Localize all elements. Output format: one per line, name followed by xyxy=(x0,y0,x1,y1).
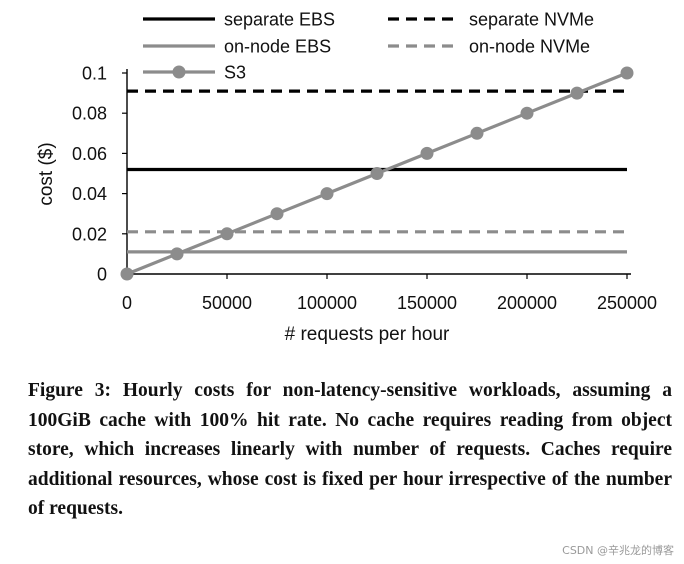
chart-legend: separate EBS separate NVMe on-node EBS on-n… xyxy=(143,10,594,83)
data-point-s3 xyxy=(520,106,534,120)
x-tick-label: 250000 xyxy=(597,293,657,313)
x-tick-label: 100000 xyxy=(297,293,357,313)
y-tick-label: 0.1 xyxy=(82,64,107,84)
watermark: CSDN @辛兆龙的博客 xyxy=(562,544,674,557)
y-tick-label: 0.06 xyxy=(72,144,107,164)
y-axis-label: cost ($) xyxy=(36,142,57,205)
data-point-s3 xyxy=(420,146,434,160)
legend-label-on-node-nvme: on-node NVMe xyxy=(469,37,590,57)
data-point-s3 xyxy=(320,187,334,201)
cost-line-chart: separate EBS separate NVMe on-node EBS on-n… xyxy=(36,10,657,346)
figure-caption: Figure 3: Hourly costs for non-latency-s… xyxy=(28,380,672,519)
data-point-s3 xyxy=(370,167,384,180)
x-tick-label: 50000 xyxy=(202,293,252,313)
x-tick-label: 200000 xyxy=(497,293,557,313)
legend-marker-s3 xyxy=(172,65,186,79)
data-point-s3 xyxy=(620,66,634,80)
data-point-s3 xyxy=(470,126,484,140)
data-point-s3 xyxy=(220,227,234,241)
x-tick-label: 150000 xyxy=(397,293,457,313)
legend-label-on-node-ebs: on-node EBS xyxy=(224,37,331,57)
y-tick-label: 0.08 xyxy=(72,104,107,124)
legend-label-s3: S3 xyxy=(224,63,246,83)
data-point-s3 xyxy=(570,86,584,100)
legend-label-separate-ebs: separate EBS xyxy=(224,10,335,30)
x-axis-label: # requests per hour xyxy=(285,324,450,345)
y-tick-label: 0.02 xyxy=(72,224,107,244)
data-point-s3 xyxy=(270,207,284,221)
chart-series xyxy=(120,66,634,281)
y-tick-label: 0.04 xyxy=(72,184,107,204)
x-tick-label: 0 xyxy=(122,293,132,313)
data-point-s3 xyxy=(120,267,134,281)
chart-axes: 0 0.02 0.04 0.06 0.08 0.1 0 50000 100000 150000 20… xyxy=(72,64,657,314)
y-tick-label: 0 xyxy=(97,265,107,285)
data-point-s3 xyxy=(170,247,184,261)
legend-label-separate-nvme: separate NVMe xyxy=(469,10,594,30)
